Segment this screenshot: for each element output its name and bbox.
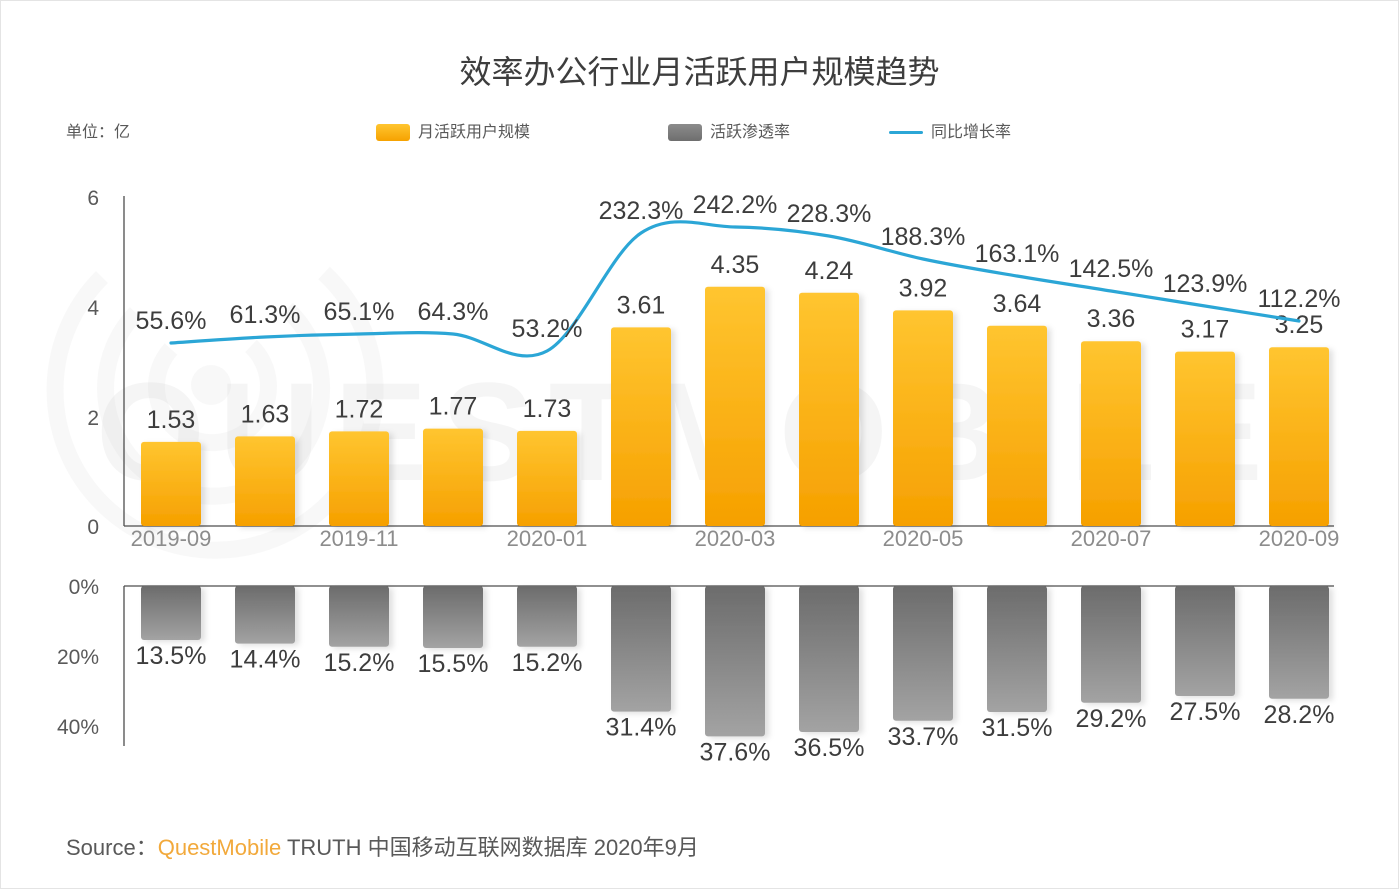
svg-text:15.5%: 15.5% (418, 650, 489, 678)
svg-text:1.53: 1.53 (147, 406, 196, 434)
svg-text:1.73: 1.73 (523, 395, 572, 423)
svg-text:4: 4 (87, 297, 99, 320)
svg-text:242.2%: 242.2% (693, 191, 778, 219)
svg-text:61.3%: 61.3% (230, 301, 301, 329)
svg-text:15.2%: 15.2% (324, 649, 395, 677)
svg-text:13.5%: 13.5% (136, 642, 207, 670)
svg-text:55.6%: 55.6% (136, 307, 207, 335)
svg-text:4.24: 4.24 (805, 257, 854, 285)
svg-text:123.9%: 123.9% (1163, 270, 1248, 298)
svg-text:2020-09: 2020-09 (1259, 526, 1340, 551)
svg-text:28.2%: 28.2% (1264, 701, 1335, 729)
svg-text:37.6%: 37.6% (700, 738, 771, 766)
svg-text:163.1%: 163.1% (975, 240, 1060, 268)
svg-text:232.3%: 232.3% (599, 197, 684, 225)
svg-text:65.1%: 65.1% (324, 298, 395, 326)
svg-text:4.35: 4.35 (711, 251, 760, 279)
svg-text:27.5%: 27.5% (1170, 698, 1241, 726)
svg-text:15.2%: 15.2% (512, 649, 583, 677)
svg-text:2: 2 (87, 407, 99, 430)
svg-text:3.92: 3.92 (899, 274, 948, 302)
svg-text:33.7%: 33.7% (888, 723, 959, 751)
svg-text:1.72: 1.72 (335, 395, 384, 423)
svg-text:3.64: 3.64 (993, 290, 1042, 318)
svg-text:31.5%: 31.5% (982, 714, 1053, 742)
svg-text:228.3%: 228.3% (787, 200, 872, 228)
svg-text:0: 0 (87, 516, 99, 539)
svg-text:1.63: 1.63 (241, 400, 290, 428)
svg-text:3.25: 3.25 (1275, 311, 1324, 339)
svg-text:14.4%: 14.4% (230, 646, 301, 674)
svg-text:0%: 0% (69, 576, 99, 599)
svg-text:112.2%: 112.2% (1258, 285, 1341, 313)
svg-text:3.17: 3.17 (1181, 316, 1230, 344)
svg-text:2020-03: 2020-03 (695, 526, 776, 551)
svg-text:2020-01: 2020-01 (507, 526, 588, 551)
svg-text:3.61: 3.61 (617, 291, 666, 319)
svg-text:20%: 20% (57, 646, 99, 669)
svg-text:29.2%: 29.2% (1076, 705, 1147, 733)
svg-text:53.2%: 53.2% (512, 315, 583, 343)
svg-text:64.3%: 64.3% (418, 298, 489, 326)
svg-text:2019-09: 2019-09 (131, 526, 212, 551)
svg-text:6: 6 (87, 187, 99, 210)
svg-text:3.36: 3.36 (1087, 305, 1136, 333)
svg-text:40%: 40% (57, 716, 99, 739)
svg-text:2020-07: 2020-07 (1071, 526, 1152, 551)
svg-text:31.4%: 31.4% (606, 714, 677, 742)
svg-text:2020-05: 2020-05 (883, 526, 964, 551)
svg-text:36.5%: 36.5% (794, 734, 865, 762)
svg-text:142.5%: 142.5% (1069, 255, 1154, 283)
svg-text:1.77: 1.77 (429, 393, 478, 421)
svg-text:2019-11: 2019-11 (319, 526, 398, 551)
svg-text:188.3%: 188.3% (881, 223, 966, 251)
